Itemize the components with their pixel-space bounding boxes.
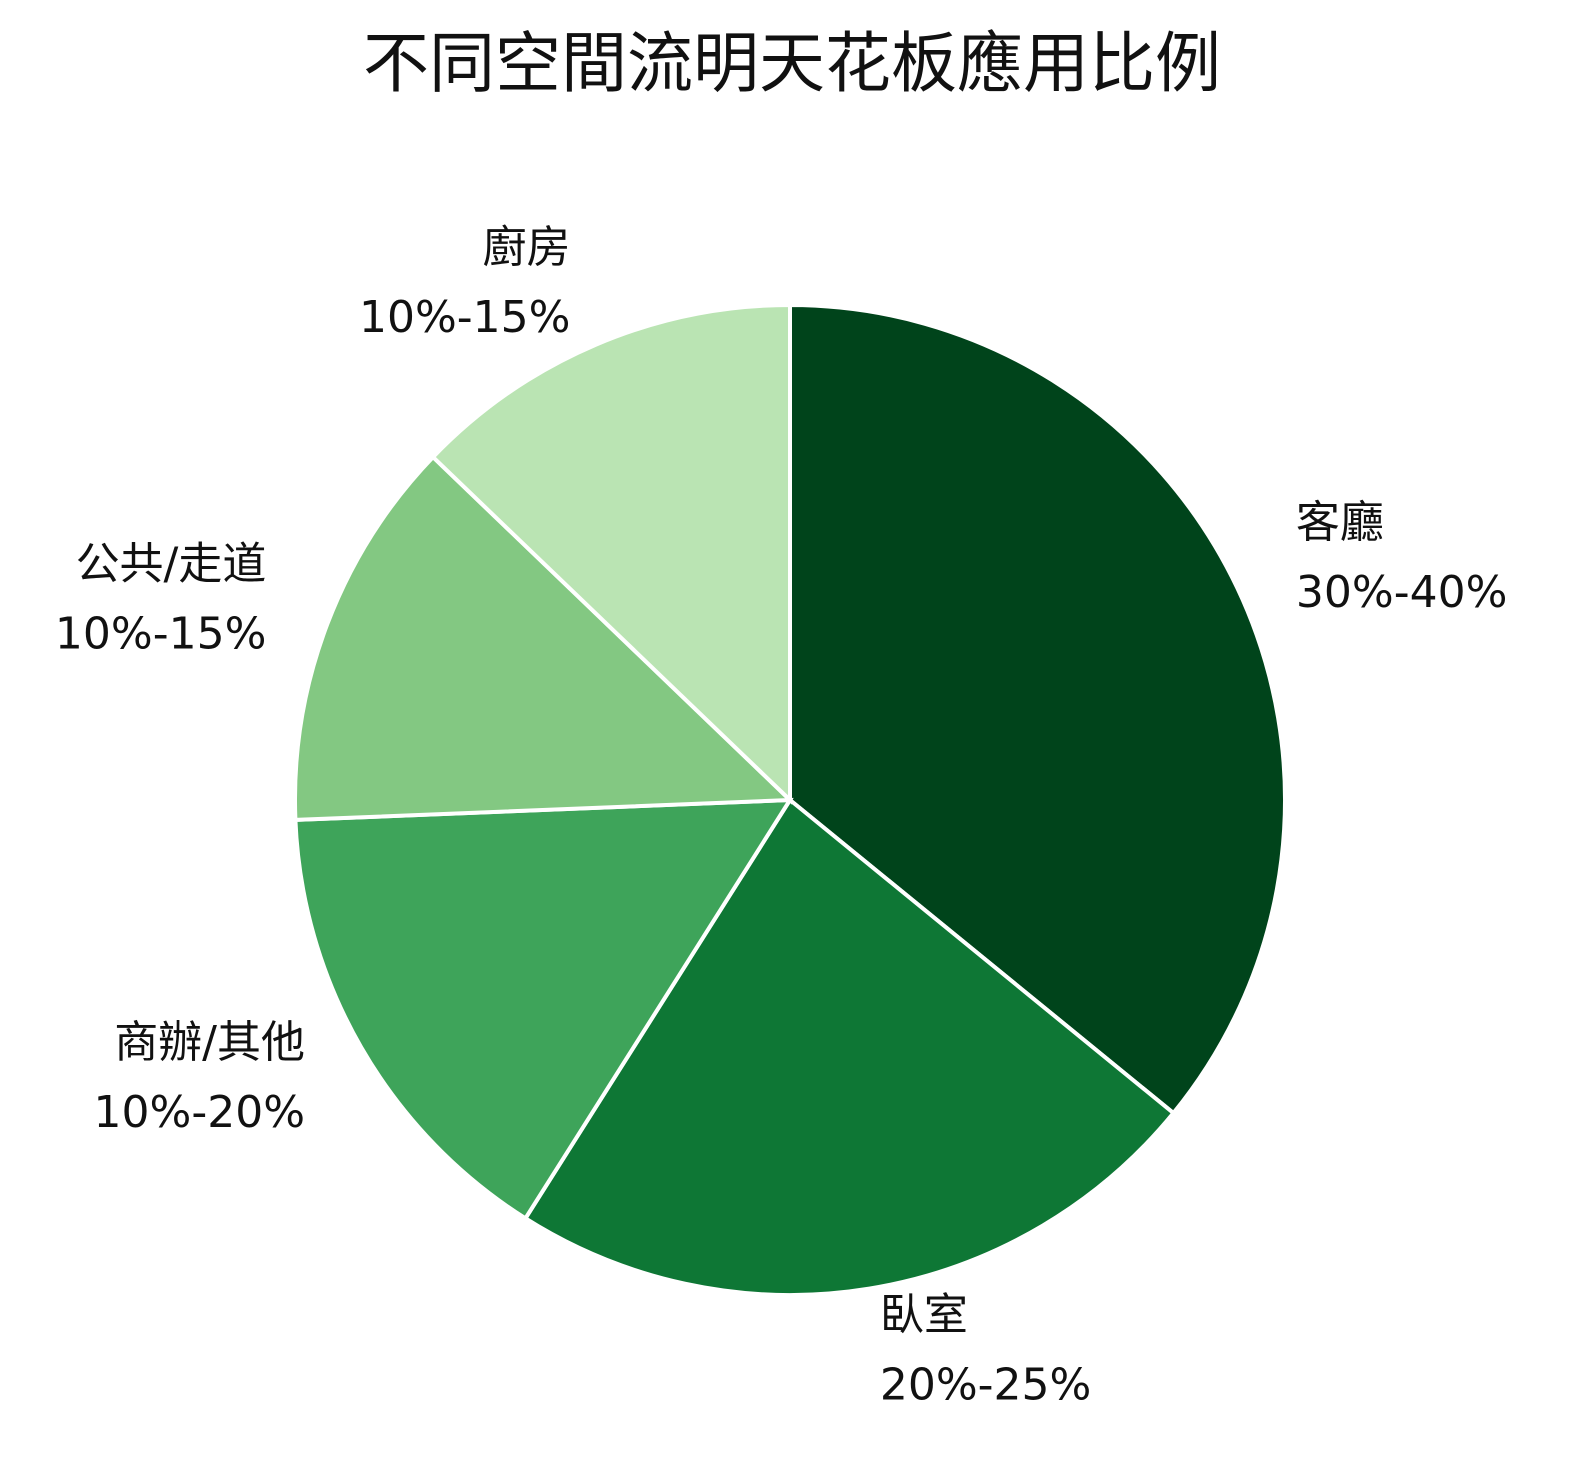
slice-value-label: 20%-25%: [880, 1360, 1091, 1411]
slice-value-label: 10%-20%: [94, 1087, 305, 1138]
slice-label: 客廳: [1296, 497, 1384, 548]
slice-value-label: 10%-15%: [359, 292, 570, 343]
slice-label: 臥室: [880, 1290, 968, 1341]
pie-slice: [293, 797, 794, 1222]
pie-slice: [430, 302, 792, 805]
slice-value-label: 30%-40%: [1296, 567, 1507, 618]
pie-slice: [293, 454, 795, 823]
pie-slice: [788, 302, 1287, 1116]
slice-label: 公共/走道: [76, 538, 267, 589]
slice-label: 商辦/其他: [114, 1017, 305, 1068]
chart-title: 不同空間流明天花板應用比例: [363, 25, 1221, 102]
pie-slice: [522, 797, 1177, 1297]
slice-label: 廚房: [482, 222, 570, 273]
slice-value-label: 10%-15%: [55, 608, 266, 659]
